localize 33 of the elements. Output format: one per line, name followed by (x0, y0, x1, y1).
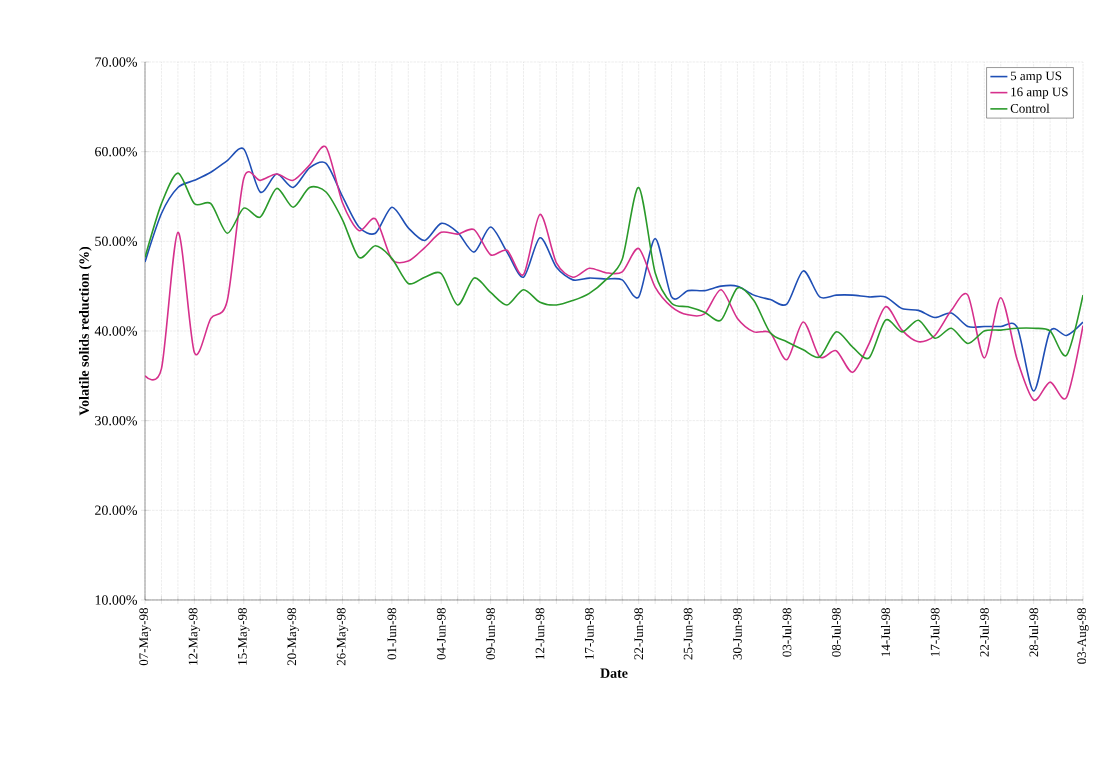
x-tick-label: 03-Jul-98 (782, 608, 792, 657)
y-tick-label: 50.00% (95, 236, 138, 247)
x-tick-label: 17-Jul-98 (930, 608, 940, 657)
y-axis-title: Volatile solids reduction (%) (78, 246, 92, 416)
y-tick-label: 70.00% (95, 57, 138, 67)
x-tick-label: 30-Jun-98 (733, 608, 742, 660)
x-tick-label: 22-Jun-98 (634, 608, 644, 660)
x-tick-label: 03-Aug-98 (1077, 608, 1089, 664)
x-tick-label: 26-May-98 (336, 608, 349, 666)
x-tick-label: 25-Jun-98 (683, 608, 693, 660)
x-tick-label: 28-Jul-98 (1029, 608, 1039, 657)
x-tick-label: 17-Jun-98 (584, 608, 594, 659)
x-tick-label: 12-May-98 (188, 608, 201, 665)
x-tick-label: 22-Jul-98 (979, 608, 989, 657)
x-tick-label: 15-May-98 (238, 608, 250, 665)
y-tick-label: 10.00% (95, 595, 138, 605)
x-axis-title: Date (600, 668, 628, 678)
y-tick-label: 30.00% (95, 415, 138, 426)
y-tick-label: 40.00% (94, 326, 138, 336)
x-tick-label: 08-Jul-98 (831, 608, 841, 657)
x-tick-label: 01-Jun-98 (387, 608, 397, 660)
x-tick-label: 04-Jun-98 (436, 608, 446, 660)
legend-label: 5 amp US (1010, 71, 1062, 83)
x-tick-label: 20-May-98 (287, 608, 299, 666)
x-tick-label: 14-Jul-98 (880, 608, 891, 657)
x-tick-label: 09-Jun-98 (486, 608, 495, 660)
x-tick-label: 07-May-98 (139, 608, 151, 666)
x-tick-label: 12-Jun-98 (535, 608, 545, 659)
legend-label: Control (1010, 103, 1050, 113)
y-tick-label: 20.00% (95, 505, 138, 516)
y-tick-label: 60.00% (95, 146, 138, 157)
line-series (145, 172, 1084, 359)
legend-label: 16 amp US (1011, 87, 1068, 99)
